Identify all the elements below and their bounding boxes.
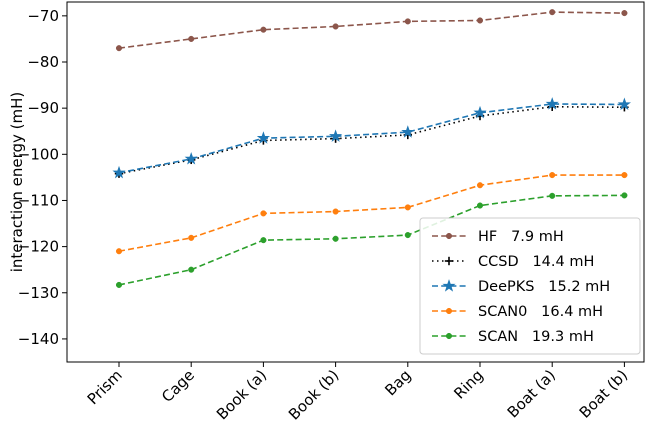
series-3 — [115, 172, 628, 255]
data-point — [549, 172, 556, 179]
data-point — [115, 45, 123, 52]
data-point — [404, 18, 411, 25]
data-point — [115, 281, 123, 288]
data-point — [621, 192, 628, 199]
legend-entry: DeePKS 15.2 mH — [432, 279, 610, 295]
data-point — [476, 17, 484, 24]
series-0 — [115, 9, 628, 52]
data-point — [260, 237, 267, 244]
axes-frame — [66, 1, 645, 363]
data-point — [332, 235, 339, 242]
data-point — [617, 97, 631, 111]
y-tick-label: −100 — [18, 145, 59, 163]
data-point — [545, 97, 559, 110]
series-4 — [115, 192, 628, 288]
data-point — [404, 232, 411, 239]
legend-entry: SCAN0 16.4 mH — [432, 304, 603, 320]
series-2 — [112, 97, 631, 179]
legend-box — [419, 217, 641, 355]
data-point — [332, 208, 339, 215]
y-tick-label: −70 — [27, 7, 59, 25]
data-point — [401, 125, 415, 138]
legend-label: SCAN0 16.4 mH — [478, 304, 603, 320]
legend-marker — [445, 232, 453, 240]
series-line — [118, 194, 625, 286]
data-point — [473, 105, 487, 119]
data-point — [329, 129, 343, 142]
data-point — [260, 210, 267, 217]
legend-entry: HF 7.9 mH — [432, 229, 564, 245]
plot-area — [112, 9, 631, 288]
y-axis-label: interaction energy (mH) — [8, 92, 26, 273]
data-point — [260, 26, 267, 33]
data-point — [621, 172, 628, 179]
legend-marker — [442, 279, 456, 292]
data-point — [476, 202, 484, 209]
data-point — [256, 131, 270, 144]
legend-entry: CCSD 14.4 mH — [432, 254, 594, 270]
legend-label: SCAN 19.3 mH — [478, 329, 594, 345]
series-line — [118, 105, 625, 175]
data-point — [188, 35, 195, 42]
legend-label: HF 7.9 mH — [478, 229, 564, 245]
series-line — [118, 11, 625, 49]
legend-label: DeePKS 15.2 mH — [478, 279, 610, 295]
data-point — [621, 10, 628, 17]
data-point — [332, 23, 339, 30]
y-tick-label: −110 — [18, 191, 59, 209]
data-point — [476, 182, 484, 189]
data-point — [188, 234, 195, 241]
y-tick-label: −80 — [27, 53, 59, 71]
data-point — [549, 9, 556, 16]
data-point — [112, 165, 126, 179]
legend-entry: SCAN 19.3 mH — [432, 329, 594, 345]
data-point — [549, 192, 556, 199]
data-point — [184, 152, 198, 165]
series-line — [118, 174, 625, 253]
legend-label: CCSD 14.4 mH — [478, 254, 594, 270]
legend-marker — [444, 256, 454, 266]
data-point — [404, 204, 411, 211]
legend-marker — [445, 332, 453, 340]
y-tick-label: −140 — [18, 330, 59, 348]
y-tick-label: −120 — [18, 238, 59, 256]
y-tick-label: −90 — [27, 99, 59, 117]
legend-marker — [445, 307, 453, 315]
y-tick-label: −130 — [18, 284, 59, 302]
data-point — [188, 266, 195, 273]
legend: HF 7.9 mH CCSD 14.4 mH DeePKS 15.2 mH SCAN0… — [419, 217, 641, 355]
data-point — [115, 248, 123, 255]
series-line — [118, 103, 625, 174]
